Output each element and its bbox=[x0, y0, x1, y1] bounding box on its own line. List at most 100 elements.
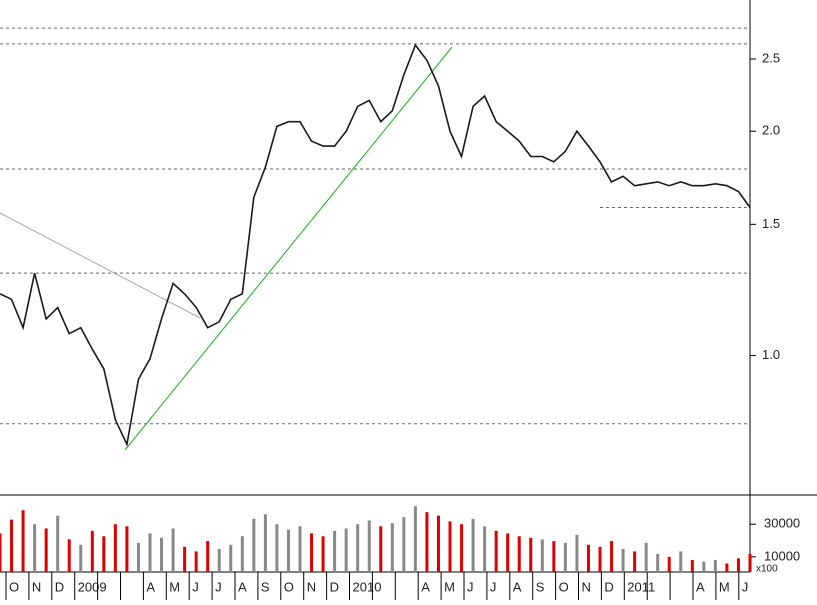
volume-bar bbox=[621, 549, 625, 572]
volume-bar bbox=[113, 524, 117, 572]
volume-bar bbox=[575, 534, 579, 572]
x-tick-label: J bbox=[192, 579, 199, 594]
volume-bar bbox=[448, 521, 452, 572]
volume-bar bbox=[125, 526, 129, 572]
volume-bar bbox=[471, 518, 475, 572]
volume-bar bbox=[33, 524, 37, 572]
volume-bar bbox=[667, 556, 671, 572]
x-tick-label: N bbox=[582, 579, 591, 594]
x-tick-label: S bbox=[536, 579, 545, 594]
x-tick-label: N bbox=[32, 579, 41, 594]
volume-bar bbox=[206, 541, 210, 572]
volume-bar bbox=[194, 551, 198, 572]
volume-bar bbox=[160, 537, 164, 572]
volume-bar bbox=[344, 528, 348, 572]
x-tick-label: J bbox=[215, 579, 222, 594]
volume-bar bbox=[748, 554, 752, 572]
volume-bar bbox=[494, 530, 498, 572]
volume-bar bbox=[286, 529, 290, 572]
volume-bar bbox=[240, 536, 244, 572]
volume-bar bbox=[275, 524, 279, 572]
volume-bar bbox=[21, 510, 25, 572]
volume-bar bbox=[310, 533, 314, 572]
x-tick-label: A bbox=[513, 579, 522, 594]
volume-bar bbox=[229, 544, 233, 572]
volume-bar bbox=[506, 533, 510, 572]
volume-bar bbox=[540, 539, 544, 572]
volume-bar bbox=[67, 539, 71, 572]
volume-bar bbox=[413, 506, 417, 572]
volume-bar bbox=[252, 518, 256, 572]
x-tick-label: O bbox=[559, 579, 569, 594]
volume-bar bbox=[379, 526, 383, 572]
volume-bar bbox=[690, 559, 694, 572]
y-tick-label: 2.5 bbox=[762, 50, 780, 65]
x-tick-label: A bbox=[421, 579, 430, 594]
x-tick-label: J bbox=[467, 579, 474, 594]
volume-bar bbox=[171, 528, 175, 572]
volume-bar bbox=[79, 544, 83, 572]
volume-bar bbox=[702, 561, 706, 572]
volume-bar bbox=[0, 533, 2, 572]
x-tick-label: D bbox=[604, 579, 613, 594]
volume-bar bbox=[460, 524, 464, 572]
volume-bar bbox=[517, 536, 521, 572]
volume-bar bbox=[713, 559, 717, 572]
volume-bar bbox=[263, 514, 267, 572]
volume-bar bbox=[552, 541, 556, 572]
y-tick-label: 1.5 bbox=[762, 216, 780, 231]
x-tick-label: A bbox=[696, 579, 705, 594]
volume-bar bbox=[44, 528, 48, 572]
volume-bar bbox=[563, 542, 567, 572]
y-tick-label: 2.0 bbox=[762, 123, 780, 138]
volume-bar bbox=[90, 530, 94, 572]
x-tick-label: M bbox=[169, 579, 180, 594]
volume-unit: x100 bbox=[756, 564, 778, 575]
volume-bar bbox=[102, 536, 106, 572]
volume-bar bbox=[217, 549, 221, 572]
x-tick-label: A bbox=[238, 579, 247, 594]
x-tick-label: O bbox=[9, 579, 19, 594]
volume-bar bbox=[656, 554, 660, 572]
volume-bar bbox=[136, 542, 140, 572]
volume-bar bbox=[529, 537, 533, 572]
x-tick-label: M bbox=[444, 579, 455, 594]
volume-bar bbox=[390, 523, 394, 572]
volume-bar bbox=[586, 544, 590, 572]
x-tick-label: 2010 bbox=[353, 579, 382, 594]
volume-bar bbox=[610, 541, 614, 572]
volume-tick-label: 10000 bbox=[764, 548, 800, 563]
volume-bar bbox=[183, 546, 187, 572]
volume-bar bbox=[483, 526, 487, 572]
volume-tick-label: 30000 bbox=[764, 516, 800, 531]
volume-bar bbox=[356, 524, 360, 572]
x-tick-label: J bbox=[742, 579, 749, 594]
x-tick-label: A bbox=[146, 579, 155, 594]
volume-bar bbox=[644, 542, 648, 572]
volume-bar bbox=[321, 536, 325, 572]
x-tick-label: S bbox=[261, 579, 270, 594]
volume-bar bbox=[298, 526, 302, 572]
volume-bar bbox=[56, 515, 60, 572]
volume-bar bbox=[725, 563, 729, 572]
x-tick-label: D bbox=[330, 579, 339, 594]
x-tick-label: O bbox=[284, 579, 294, 594]
x-tick-label: J bbox=[490, 579, 497, 594]
volume-bar bbox=[633, 551, 637, 572]
volume-bar bbox=[367, 520, 371, 572]
volume-bar bbox=[679, 551, 683, 572]
volume-bar bbox=[148, 533, 152, 572]
price-line bbox=[0, 43, 751, 448]
x-tick-label: 2009 bbox=[78, 579, 107, 594]
volume-bar bbox=[736, 558, 740, 572]
trend-line bbox=[0, 212, 201, 319]
x-tick-label: M bbox=[719, 579, 730, 594]
volume-bar bbox=[402, 517, 406, 572]
y-tick-label: 1.0 bbox=[762, 347, 780, 362]
x-tick-label: D bbox=[55, 579, 64, 594]
volume-bar bbox=[10, 519, 14, 572]
volume-bar bbox=[425, 512, 429, 572]
x-tick-label: 2011 bbox=[627, 579, 655, 594]
